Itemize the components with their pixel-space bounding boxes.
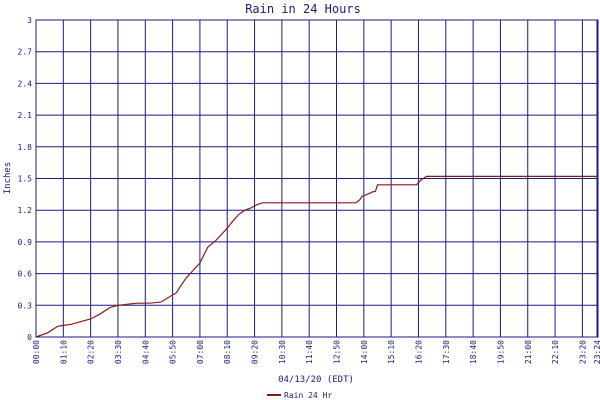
y-tick-label: 0	[27, 333, 32, 342]
x-tick-label: 23:24	[593, 340, 600, 364]
y-tick-label: 1.8	[18, 143, 33, 152]
y-tick-label: 2.1	[18, 111, 33, 120]
x-axis-ticks: 00:00 01:10 02:20 03:30 04:40 05:50 07:00 08:10…	[32, 340, 600, 364]
x-tick-label: 14:00	[360, 340, 369, 364]
x-tick-label: 05:50	[169, 340, 178, 364]
x-tick-label: 23:20	[578, 340, 587, 364]
chart-title: Rain in 24 Hours	[245, 2, 361, 16]
x-tick-label: 02:20	[87, 340, 96, 364]
rain-24hr-series-line	[35, 175, 598, 338]
x-tick-label: 03:30	[114, 340, 123, 364]
x-tick-label: 17:30	[442, 340, 451, 364]
y-tick-label: 3	[27, 16, 32, 25]
x-tick-label: 11:40	[305, 340, 314, 364]
x-tick-label: 07:00	[196, 340, 205, 364]
y-tick-label: 0.3	[18, 301, 33, 310]
x-tick-label: 00:00	[32, 340, 41, 364]
x-tick-label: 22:10	[551, 340, 560, 364]
y-tick-label: 1.2	[18, 206, 33, 215]
y-tick-label: 1.5	[18, 175, 33, 184]
x-tick-label: 12:50	[333, 340, 342, 364]
x-tick-label: 01:10	[59, 340, 68, 364]
x-tick-label: 08:10	[223, 340, 232, 364]
series-layer	[35, 175, 598, 338]
legend: Rain 24 Hr	[267, 391, 332, 400]
x-tick-label: 21:00	[524, 340, 533, 364]
y-axis-ticks: 0 0.3 0.6 0.9 1.2 1.5 1.8 2.1 2.4 2.7 3	[18, 16, 33, 342]
x-tick-label: 09:20	[251, 340, 260, 364]
x-tick-label: 10:30	[278, 340, 287, 364]
y-tick-label: 0.9	[18, 238, 33, 247]
x-tick-label: 16:20	[414, 340, 423, 364]
plot-frame	[35, 19, 599, 338]
y-tick-label: 0.6	[18, 270, 33, 279]
y-tick-label: 2.7	[18, 48, 33, 57]
y-tick-label: 2.4	[18, 79, 33, 88]
x-tick-label: 04:40	[141, 340, 150, 364]
x-tick-label: 18:40	[469, 340, 478, 364]
legend-label: Rain 24 Hr	[284, 391, 332, 400]
y-axis-label: Inches	[3, 162, 13, 195]
x-tick-label: 15:10	[387, 340, 396, 364]
x-axis-label: 04/13/20 (EDT)	[278, 375, 354, 385]
grid	[35, 19, 598, 338]
x-tick-label: 19:50	[496, 340, 505, 364]
